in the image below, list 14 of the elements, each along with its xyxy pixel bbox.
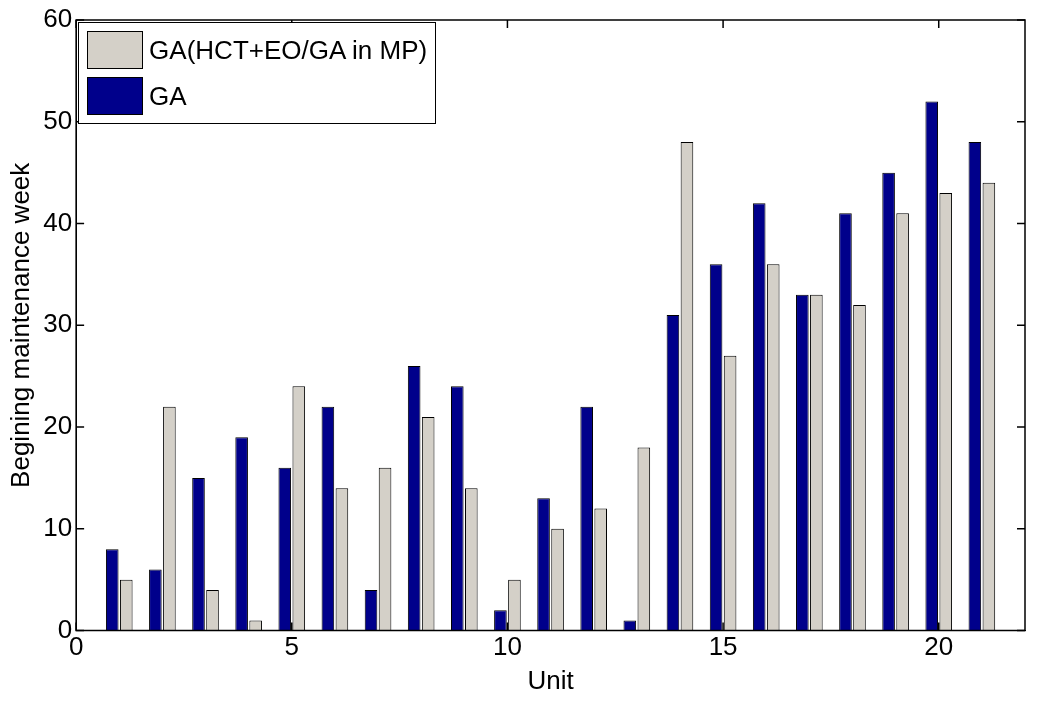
x-tick-label: 20	[924, 631, 954, 662]
legend-label: GA(HCT+EO/GA in MP)	[149, 34, 428, 66]
y-tick-label: 30	[43, 308, 73, 339]
y-tick-label: 60	[43, 3, 73, 34]
x-axis-title: Unit	[527, 664, 575, 695]
x-tick-label: 10	[492, 631, 522, 662]
x-tick-label: 5	[284, 631, 300, 662]
y-tick-label: 10	[43, 512, 73, 543]
x-tick-label: 15	[708, 631, 738, 662]
legend-label: GA	[149, 80, 187, 112]
y-tick-label: 40	[43, 206, 73, 237]
y-axis-title: Begining maintenance week	[4, 161, 35, 488]
y-tick-label: 50	[43, 104, 73, 135]
y-tick-label: 20	[43, 410, 73, 441]
